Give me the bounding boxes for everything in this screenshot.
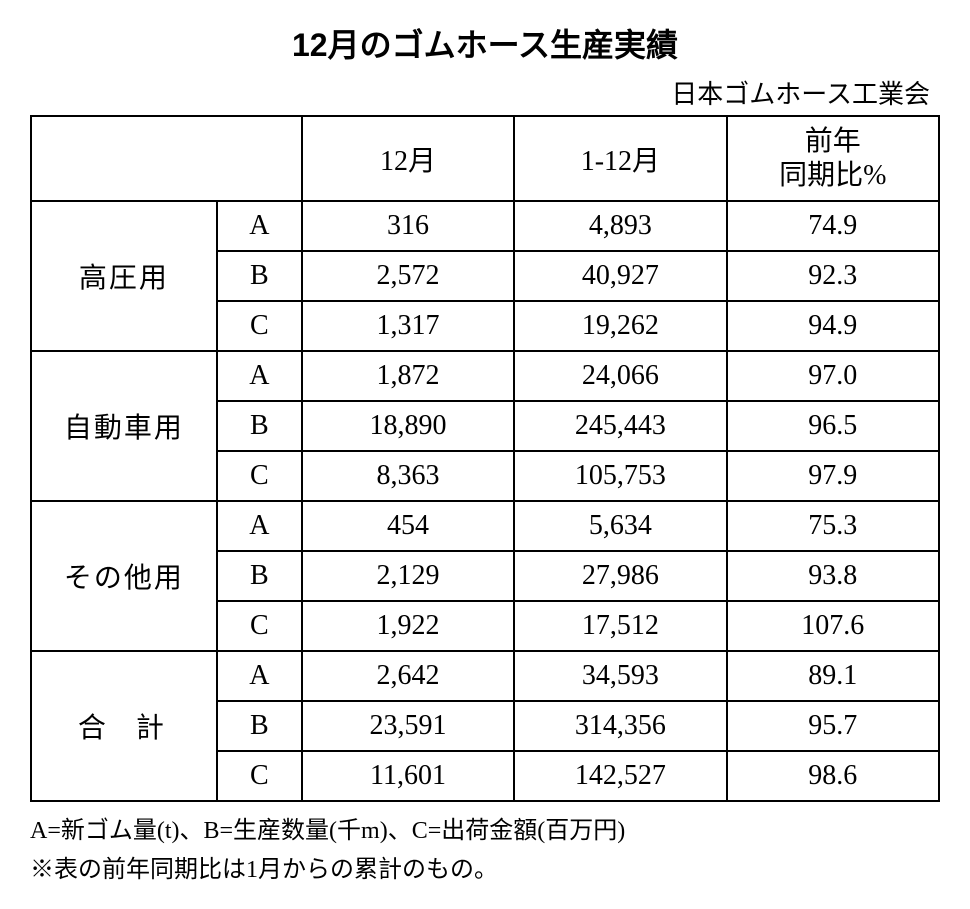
sub-cell: C [217,451,302,501]
value-cell: 316 [302,201,514,251]
header-cumulative: 1-12月 [514,116,726,201]
value-cell: 17,512 [514,601,726,651]
sub-cell: C [217,301,302,351]
value-cell: 89.1 [727,651,939,701]
sub-cell: B [217,701,302,751]
value-cell: 23,591 [302,701,514,751]
notes-legend: A=新ゴム量(t)、B=生産数量(千m)、C=出荷金額(百万円) [30,812,940,850]
value-cell: 107.6 [727,601,939,651]
value-cell: 105,753 [514,451,726,501]
sub-cell: C [217,601,302,651]
sub-cell: B [217,401,302,451]
table-row: 合計 A 2,642 34,593 89.1 [31,651,939,701]
value-cell: 1,872 [302,351,514,401]
header-blank [31,116,302,201]
category-cell: その他用 [31,501,217,651]
sub-cell: A [217,651,302,701]
value-cell: 40,927 [514,251,726,301]
table-body: 高圧用 A 316 4,893 74.9 B 2,572 40,927 92.3… [31,201,939,801]
value-cell: 2,129 [302,551,514,601]
value-cell: 24,066 [514,351,726,401]
sub-cell: B [217,551,302,601]
subtitle: 日本ゴムホース工業会 [30,74,940,111]
header-month: 12月 [302,116,514,201]
sub-cell: A [217,201,302,251]
value-cell: 74.9 [727,201,939,251]
header-yoy-line1: 前年 [805,126,861,157]
table-row: 自動車用 A 1,872 24,066 97.0 [31,351,939,401]
value-cell: 142,527 [514,751,726,801]
sub-cell: A [217,351,302,401]
header-yoy-line2: 同期比% [779,160,886,191]
production-table: 12月 1-12月 前年 同期比% 高圧用 A 316 4,893 74.9 B… [30,115,940,802]
value-cell: 95.7 [727,701,939,751]
value-cell: 75.3 [727,501,939,551]
value-cell: 96.5 [727,401,939,451]
notes-remark: ※表の前年同期比は1月からの累計のもの。 [30,851,940,889]
category-cell: 自動車用 [31,351,217,501]
value-cell: 19,262 [514,301,726,351]
value-cell: 97.9 [727,451,939,501]
table-row: 高圧用 A 316 4,893 74.9 [31,201,939,251]
value-cell: 1,922 [302,601,514,651]
sub-cell: C [217,751,302,801]
category-cell: 高圧用 [31,201,217,351]
category-cell-total: 合計 [31,651,217,801]
sub-cell: B [217,251,302,301]
value-cell: 11,601 [302,751,514,801]
sub-cell: A [217,501,302,551]
page-title: 12月のゴムホース生産実績 [30,20,940,66]
value-cell: 27,986 [514,551,726,601]
value-cell: 98.6 [727,751,939,801]
value-cell: 5,634 [514,501,726,551]
notes-section: A=新ゴム量(t)、B=生産数量(千m)、C=出荷金額(百万円) ※表の前年同期… [30,812,940,889]
table-row: その他用 A 454 5,634 75.3 [31,501,939,551]
value-cell: 314,356 [514,701,726,751]
value-cell: 97.0 [727,351,939,401]
value-cell: 93.8 [727,551,939,601]
value-cell: 18,890 [302,401,514,451]
value-cell: 94.9 [727,301,939,351]
header-yoy: 前年 同期比% [727,116,939,201]
value-cell: 245,443 [514,401,726,451]
value-cell: 2,642 [302,651,514,701]
value-cell: 34,593 [514,651,726,701]
value-cell: 8,363 [302,451,514,501]
value-cell: 4,893 [514,201,726,251]
value-cell: 92.3 [727,251,939,301]
value-cell: 2,572 [302,251,514,301]
value-cell: 1,317 [302,301,514,351]
table-header-row: 12月 1-12月 前年 同期比% [31,116,939,201]
value-cell: 454 [302,501,514,551]
